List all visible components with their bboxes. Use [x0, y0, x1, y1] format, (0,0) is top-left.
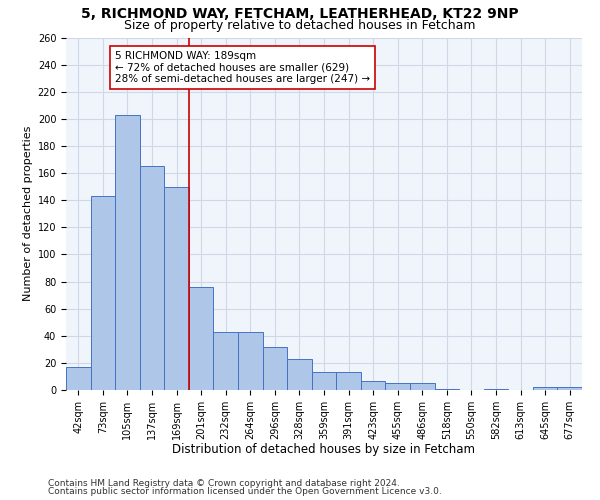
Bar [287, 359, 312, 390]
Bar [361, 380, 385, 390]
Bar [140, 166, 164, 390]
Bar [164, 186, 189, 390]
Bar [336, 372, 361, 390]
Bar [410, 383, 434, 390]
Bar [557, 388, 582, 390]
Y-axis label: Number of detached properties: Number of detached properties [23, 126, 34, 302]
Bar [312, 372, 336, 390]
Text: 5, RICHMOND WAY, FETCHAM, LEATHERHEAD, KT22 9NP: 5, RICHMOND WAY, FETCHAM, LEATHERHEAD, K… [81, 8, 519, 22]
Text: Contains public sector information licensed under the Open Government Licence v3: Contains public sector information licen… [48, 487, 442, 496]
X-axis label: Distribution of detached houses by size in Fetcham: Distribution of detached houses by size … [173, 444, 476, 456]
Bar [533, 388, 557, 390]
Bar [66, 367, 91, 390]
Bar [115, 115, 140, 390]
Text: 5 RICHMOND WAY: 189sqm
← 72% of detached houses are smaller (629)
28% of semi-de: 5 RICHMOND WAY: 189sqm ← 72% of detached… [115, 51, 370, 84]
Text: Contains HM Land Registry data © Crown copyright and database right 2024.: Contains HM Land Registry data © Crown c… [48, 478, 400, 488]
Bar [91, 196, 115, 390]
Bar [189, 287, 214, 390]
Bar [263, 346, 287, 390]
Bar [238, 332, 263, 390]
Bar [484, 388, 508, 390]
Bar [214, 332, 238, 390]
Bar [385, 383, 410, 390]
Text: Size of property relative to detached houses in Fetcham: Size of property relative to detached ho… [124, 19, 476, 32]
Bar [434, 388, 459, 390]
